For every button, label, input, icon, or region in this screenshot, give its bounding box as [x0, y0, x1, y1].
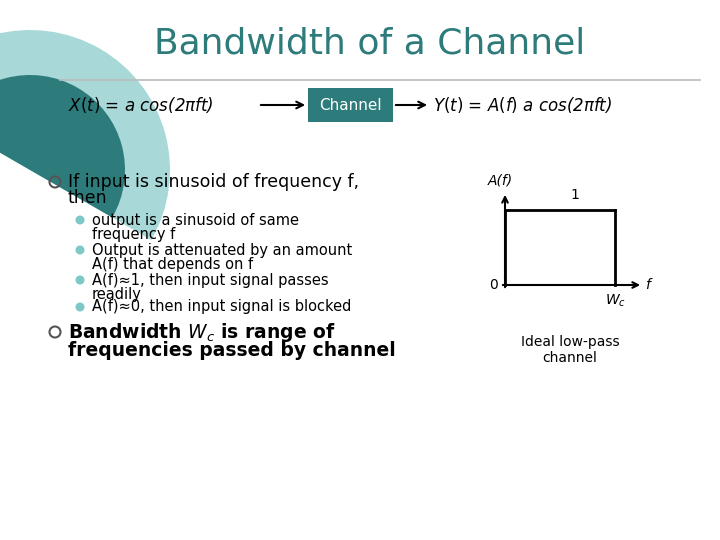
- Text: Bandwidth $W_c$ is range of: Bandwidth $W_c$ is range of: [68, 321, 336, 343]
- Text: Ideal low-pass
channel: Ideal low-pass channel: [521, 335, 619, 365]
- Text: $Y(t)$ = $A(f)$ a cos(2$\pi$ft): $Y(t)$ = $A(f)$ a cos(2$\pi$ft): [433, 95, 612, 115]
- Text: If input is sinusoid of frequency f,: If input is sinusoid of frequency f,: [68, 173, 359, 191]
- Text: Output is attenuated by an amount: Output is attenuated by an amount: [92, 242, 352, 258]
- Wedge shape: [0, 30, 170, 240]
- Circle shape: [76, 302, 84, 312]
- Text: 1: 1: [570, 188, 580, 202]
- Circle shape: [76, 246, 84, 254]
- Text: A(f): A(f): [487, 174, 513, 188]
- Text: f: f: [646, 278, 650, 292]
- Text: A(f)≈0, then input signal is blocked: A(f)≈0, then input signal is blocked: [92, 300, 351, 314]
- Text: frequencies passed by channel: frequencies passed by channel: [68, 341, 396, 360]
- Text: Bandwidth of a Channel: Bandwidth of a Channel: [154, 26, 585, 60]
- Wedge shape: [0, 75, 125, 218]
- Text: 0: 0: [489, 278, 498, 292]
- Circle shape: [76, 215, 84, 225]
- Text: then: then: [68, 189, 107, 207]
- Text: A(f)≈1, then input signal passes: A(f)≈1, then input signal passes: [92, 273, 328, 287]
- Circle shape: [76, 275, 84, 285]
- Text: frequency f: frequency f: [92, 226, 175, 241]
- Text: readily: readily: [92, 287, 142, 301]
- Text: output is a sinusoid of same: output is a sinusoid of same: [92, 213, 299, 227]
- Text: $X(t)$ = a cos(2$\pi$ft): $X(t)$ = a cos(2$\pi$ft): [68, 95, 214, 115]
- Text: A(f) that depends on f: A(f) that depends on f: [92, 256, 253, 272]
- Text: Channel: Channel: [319, 98, 382, 112]
- Text: $W_c$: $W_c$: [605, 293, 626, 309]
- Bar: [308, 88, 393, 122]
